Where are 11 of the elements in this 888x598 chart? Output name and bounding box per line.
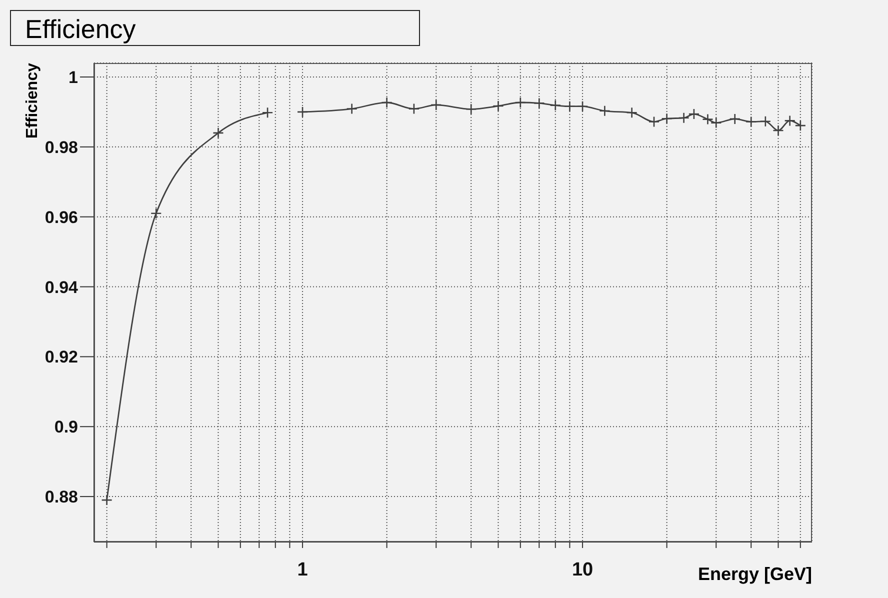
y-tick-label: 0.9 [54,418,78,437]
y-axis-title: Efficiency [24,63,42,139]
chart-title: Efficiency [10,10,420,46]
x-axis-title: Energy [GeV] [698,564,812,585]
y-tick-label: 0.96 [44,208,78,227]
y-tick-label: 0.92 [44,348,78,367]
y-tick-label: 0.88 [44,488,78,507]
y-tick-label: 0.94 [44,278,79,297]
y-tick-label: 1 [68,68,78,88]
y-tick-label: 0.98 [44,138,78,157]
x-tick-label: 10 [572,559,594,580]
